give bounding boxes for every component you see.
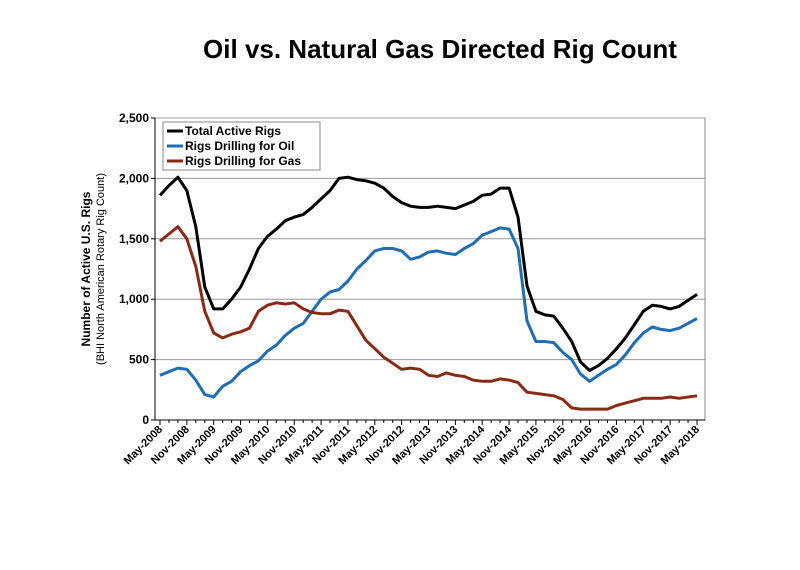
legend-box <box>162 121 321 171</box>
series-line <box>158 175 698 372</box>
y-tick-label: 2,000 <box>119 171 149 185</box>
legend-label: Rigs Drilling for Gas <box>185 154 301 168</box>
chart-title: Oil vs. Natural Gas Directed Rig Count <box>203 34 677 64</box>
y-tick-label: 0 <box>142 413 149 427</box>
legend-label: Rigs Drilling for Oil <box>185 139 294 153</box>
legend-label: Total Active Rigs <box>185 124 281 138</box>
y-tick-label: 2,500 <box>119 111 149 125</box>
y-tick-label: 1,500 <box>119 232 149 246</box>
y-axis-title: Number of Active U.S. Rigs <box>79 191 93 346</box>
y-axis-subtitle: (BHI North American Rotary Rig Count) <box>95 173 107 365</box>
series-line <box>159 226 698 399</box>
series-line <box>159 225 698 411</box>
y-tick-label: 500 <box>129 353 149 367</box>
y-tick-label: 1,000 <box>119 292 149 306</box>
